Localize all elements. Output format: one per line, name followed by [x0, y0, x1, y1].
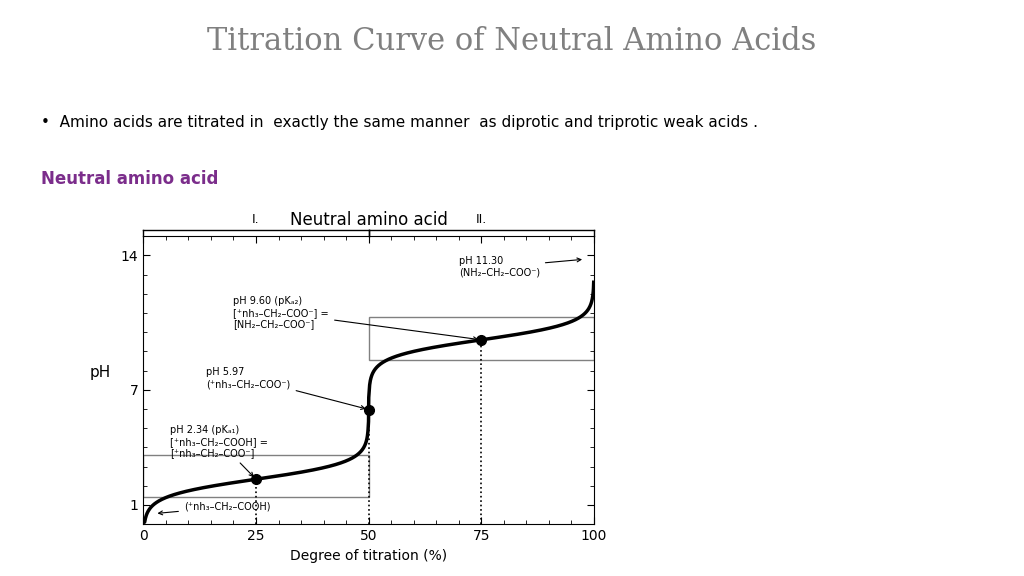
Text: Titration Curve of Neutral Amino Acids: Titration Curve of Neutral Amino Acids [207, 26, 817, 57]
Text: •  Amino acids are titrated in  exactly the same manner  as diprotic and triprot: • Amino acids are titrated in exactly th… [41, 115, 758, 130]
Title: Neutral amino acid: Neutral amino acid [290, 211, 447, 229]
Text: pH 5.97
(⁺nh₃–CH₂–COO⁻): pH 5.97 (⁺nh₃–CH₂–COO⁻) [207, 367, 365, 410]
Text: II.: II. [476, 213, 486, 226]
Text: pH 9.60 (pKₐ₂)
[⁺nh₃–CH₂–COO⁻] =
[NH₂–CH₂–COO⁻]: pH 9.60 (pKₐ₂) [⁺nh₃–CH₂–COO⁻] = [NH₂–CH… [233, 297, 477, 341]
Text: Neutral amino acid: Neutral amino acid [41, 170, 218, 188]
Text: pH 11.30
(NH₂–CH₂–COO⁻): pH 11.30 (NH₂–CH₂–COO⁻) [459, 256, 581, 278]
Bar [369, 317, 594, 360]
Text: (⁺nh₃–CH₂–COOH): (⁺nh₃–CH₂–COOH) [159, 502, 270, 515]
Y-axis label: pH: pH [89, 365, 111, 380]
X-axis label: Degree of titration (%): Degree of titration (%) [290, 548, 447, 563]
Bar [143, 455, 369, 497]
Text: I.: I. [252, 213, 260, 226]
Text: pH 2.34 (pKₐ₁)
[⁺nh₃–CH₂–COOH] =
[⁺nh₃–CH₂–COO⁻]: pH 2.34 (pKₐ₁) [⁺nh₃–CH₂–COOH] = [⁺nh₃–C… [170, 425, 268, 476]
